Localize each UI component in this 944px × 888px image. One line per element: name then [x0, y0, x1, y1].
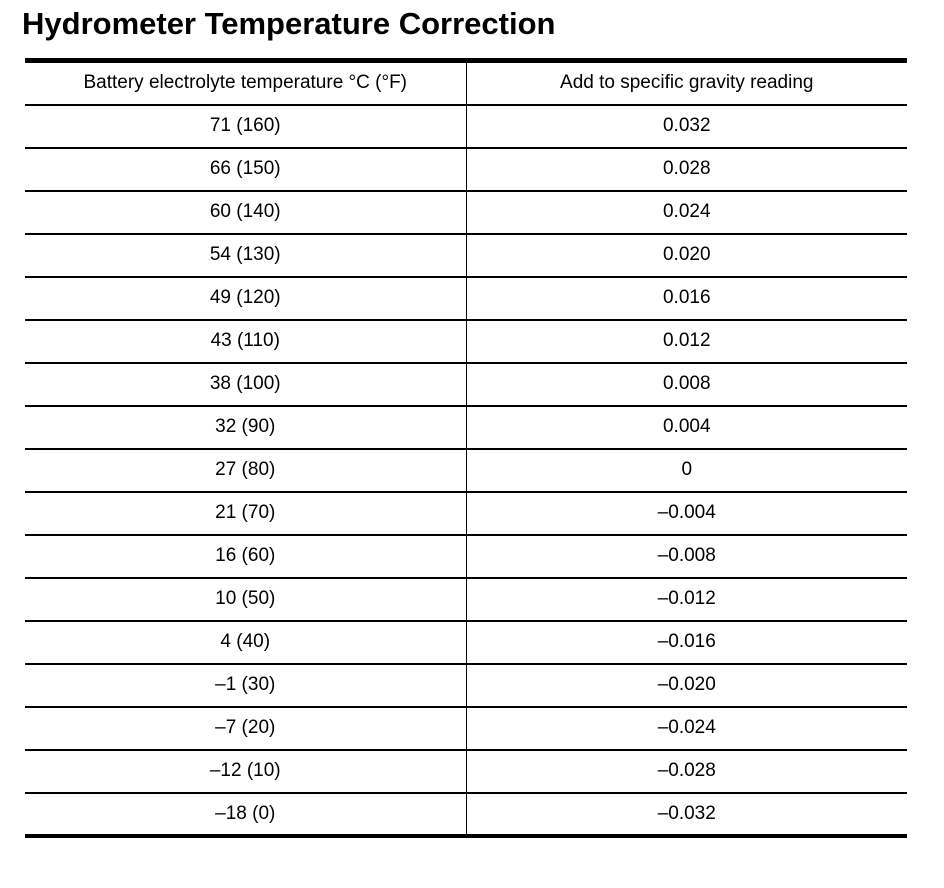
table-row: –1 (30) –0.020	[25, 663, 907, 708]
temperature-cell: 4 (40)	[25, 620, 467, 665]
correction-cell: 0.028	[466, 147, 907, 192]
table-row: 54 (130) 0.020	[25, 233, 907, 278]
correction-cell: 0	[466, 448, 907, 493]
correction-cell: –0.024	[466, 706, 907, 751]
temperature-cell: 49 (120)	[25, 276, 467, 321]
page-title: Hydrometer Temperature Correction	[22, 6, 556, 41]
temperature-cell: –12 (10)	[25, 749, 467, 794]
table-row: 49 (120) 0.016	[25, 276, 907, 321]
table-row: 27 (80) 0	[25, 448, 907, 493]
temperature-cell: –1 (30)	[25, 663, 467, 708]
correction-cell: 0.004	[466, 405, 907, 450]
correction-cell: 0.032	[466, 104, 907, 149]
table-row: –18 (0) –0.032	[25, 792, 907, 837]
temperature-cell: 54 (130)	[25, 233, 467, 278]
table-row: 60 (140) 0.024	[25, 190, 907, 235]
correction-column-header: Add to specific gravity reading	[466, 60, 907, 106]
table-row: 71 (160) 0.032	[25, 104, 907, 149]
table-header-row: Battery electrolyte temperature °C (°F) …	[25, 60, 907, 106]
temperature-column-header: Battery electrolyte temperature °C (°F)	[25, 60, 467, 106]
table-row: 66 (150) 0.028	[25, 147, 907, 192]
correction-cell: –0.020	[466, 663, 907, 708]
temperature-cell: 21 (70)	[25, 491, 467, 536]
correction-cell: –0.008	[466, 534, 907, 579]
table-header: Battery electrolyte temperature °C (°F) …	[25, 60, 907, 106]
temperature-cell: 60 (140)	[25, 190, 467, 235]
correction-cell: 0.024	[466, 190, 907, 235]
correction-cell: 0.020	[466, 233, 907, 278]
table-row: 10 (50) –0.012	[25, 577, 907, 622]
correction-cell: –0.004	[466, 491, 907, 536]
table-row: –7 (20) –0.024	[25, 706, 907, 751]
table-row: 16 (60) –0.008	[25, 534, 907, 579]
table-row: 32 (90) 0.004	[25, 405, 907, 450]
temperature-cell: 43 (110)	[25, 319, 467, 364]
temperature-cell: 10 (50)	[25, 577, 467, 622]
correction-cell: –0.032	[466, 792, 907, 837]
hydrometer-correction-table: Battery electrolyte temperature °C (°F) …	[25, 58, 907, 838]
temperature-cell: 32 (90)	[25, 405, 467, 450]
correction-cell: –0.028	[466, 749, 907, 794]
temperature-cell: 16 (60)	[25, 534, 467, 579]
correction-cell: –0.012	[466, 577, 907, 622]
table-row: 43 (110) 0.012	[25, 319, 907, 364]
table-row: 38 (100) 0.008	[25, 362, 907, 407]
temperature-cell: 71 (160)	[25, 104, 467, 149]
temperature-cell: 38 (100)	[25, 362, 467, 407]
temperature-cell: –18 (0)	[25, 792, 467, 837]
correction-cell: 0.012	[466, 319, 907, 364]
correction-cell: 0.008	[466, 362, 907, 407]
correction-cell: 0.016	[466, 276, 907, 321]
correction-cell: –0.016	[466, 620, 907, 665]
table-row: 4 (40) –0.016	[25, 620, 907, 665]
table-body: 71 (160) 0.032 66 (150) 0.028 60 (140) 0.024 5…	[25, 104, 907, 837]
table-row: –12 (10) –0.028	[25, 749, 907, 794]
temperature-cell: 27 (80)	[25, 448, 467, 493]
temperature-cell: 66 (150)	[25, 147, 467, 192]
table-row: 21 (70) –0.004	[25, 491, 907, 536]
temperature-cell: –7 (20)	[25, 706, 467, 751]
